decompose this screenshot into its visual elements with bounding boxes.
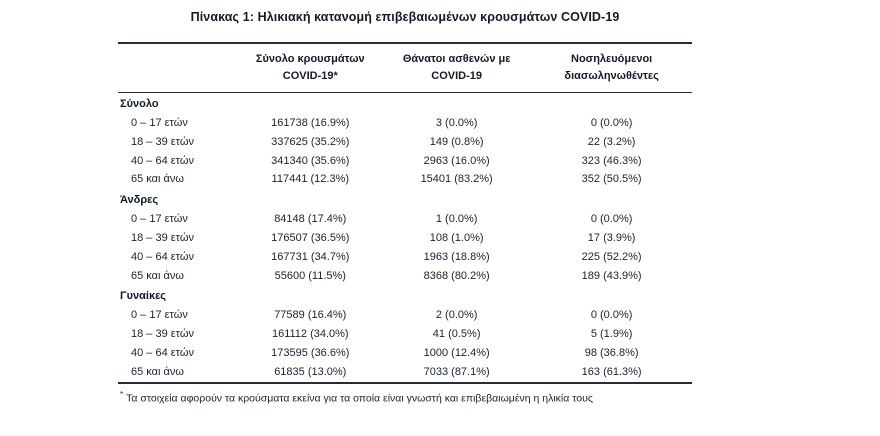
cases-value: 167731 (34.7%): [271, 250, 350, 263]
table-row: 65 και άνω 55600 (11.5%) 8368 (80.2%) 18…: [118, 267, 692, 286]
table-row: 40 – 64 ετών 173595 (36.6%) 1000 (12.4%)…: [118, 344, 692, 363]
age-group: 65 και άνω: [131, 365, 184, 378]
cases-value: 341340 (35.6%): [271, 154, 350, 167]
intubated-value: 0 (0.0%): [590, 213, 633, 226]
age-group: 18 – 39 ετών: [131, 135, 194, 148]
section-label: Γυναίκες: [120, 290, 167, 303]
table-row: 0 – 17 ετών 84148 (17.4%) 1 (0.0%) 0 (0.…: [118, 210, 692, 229]
deaths-value: 108 (1.0%): [429, 231, 484, 244]
cases-value: 84148 (17.4%): [274, 213, 347, 226]
deaths-value: 1963 (18.8%): [423, 250, 490, 263]
cases-value: 77589 (16.4%): [274, 309, 347, 322]
deaths-value: 149 (0.8%): [429, 135, 484, 148]
intubated-value: 22 (3.2%): [587, 135, 636, 148]
header-row: Σύνολο κρουσμάτων COVID-19* Θάνατοι ασθε…: [118, 43, 692, 93]
table-row: 65 και άνω 61835 (13.0%) 7033 (87.1%) 16…: [118, 363, 692, 383]
section-label: Άνδρες: [120, 194, 159, 207]
intubated-value: 5 (1.9%): [590, 328, 633, 341]
deaths-value: 1000 (12.4%): [423, 346, 490, 359]
intubated-value: 17 (3.9%): [587, 231, 636, 244]
deaths-value: 2963 (16.0%): [423, 154, 490, 167]
footnote-text: Τα στοιχεία αφορούν τα κρούσματα εκείνα …: [126, 392, 593, 405]
table-footnote: * Τα στοιχεία αφορούν τα κρούσματα εκείνα…: [118, 389, 692, 406]
age-group: 0 – 17 ετών: [131, 116, 188, 129]
cases-value: 173595 (36.6%): [271, 346, 350, 359]
table-row: 40 – 64 ετών 167731 (34.7%) 1963 (18.8%)…: [118, 248, 692, 267]
table-row: 65 και άνω 117441 (12.3%) 15401 (83.2%) …: [118, 170, 692, 189]
cases-value: 161738 (16.9%): [271, 116, 350, 129]
table-row: 0 – 17 ετών 77589 (16.4%) 2 (0.0%) 0 (0.…: [118, 306, 692, 325]
age-group: 18 – 39 ετών: [131, 231, 194, 244]
deaths-value: 15401 (83.2%): [420, 173, 493, 186]
report-page: Πίνακας 1: Ηλικιακή κατανομή επιβεβαιωμέ…: [118, 10, 692, 406]
section-label: Σύνολο: [120, 98, 159, 110]
footnote-marker: *: [120, 389, 124, 399]
header-cases: Σύνολο κρουσμάτων COVID-19*: [238, 43, 383, 93]
age-group: 65 και άνω: [131, 269, 184, 282]
section-men: Άνδρες: [118, 189, 692, 210]
deaths-value: 8368 (80.2%): [423, 269, 490, 282]
deaths-value: 3 (0.0%): [435, 116, 478, 129]
deaths-value: 7033 (87.1%): [423, 365, 490, 378]
section-total: Σύνολο: [118, 93, 692, 114]
table-row: 18 – 39 ετών 337625 (35.2%) 149 (0.8%) 2…: [118, 133, 692, 152]
table-row: 0 – 17 ετών 161738 (16.9%) 3 (0.0%) 0 (0…: [118, 114, 692, 133]
age-group: 65 και άνω: [131, 173, 184, 186]
age-group: 40 – 64 ετών: [131, 250, 194, 263]
intubated-value: 163 (61.3%): [581, 365, 642, 378]
intubated-value: 323 (46.3%): [581, 154, 642, 167]
age-group: 40 – 64 ετών: [131, 346, 194, 359]
intubated-value: 225 (52.2%): [581, 250, 642, 263]
table-title: Πίνακας 1: Ηλικιακή κατανομή επιβεβαιωμέ…: [190, 10, 620, 24]
covid-age-distribution-table: Σύνολο κρουσμάτων COVID-19* Θάνατοι ασθε…: [118, 42, 692, 384]
intubated-value: 98 (36.8%): [584, 346, 639, 359]
header-empty-cell: [118, 43, 239, 93]
age-group: 40 – 64 ετών: [131, 154, 194, 167]
cases-value: 55600 (11.5%): [274, 269, 346, 282]
section-women: Γυναίκες: [118, 285, 692, 306]
intubated-value: 0 (0.0%): [590, 309, 633, 322]
cases-value: 337625 (35.2%): [271, 135, 350, 148]
deaths-value: 1 (0.0%): [435, 213, 478, 226]
header-deaths: Θάνατοι ασθενών με COVID-19: [382, 43, 532, 93]
table-row: 18 – 39 ετών 176507 (36.5%) 108 (1.0%) 1…: [118, 229, 692, 248]
table-header: Σύνολο κρουσμάτων COVID-19* Θάνατοι ασθε…: [118, 43, 692, 93]
intubated-value: 0 (0.0%): [590, 116, 633, 129]
table-row: 18 – 39 ετών 161112 (34.0%) 41 (0.5%) 5 …: [118, 325, 692, 344]
table-row: 40 – 64 ετών 341340 (35.6%) 2963 (16.0%)…: [118, 152, 692, 171]
age-group: 18 – 39 ετών: [131, 328, 194, 341]
deaths-value: 2 (0.0%): [435, 309, 478, 322]
age-group: 0 – 17 ετών: [131, 309, 188, 322]
cases-value: 161112 (34.0%): [271, 328, 349, 341]
cases-value: 117441 (12.3%): [271, 173, 350, 186]
intubated-value: 189 (43.9%): [581, 269, 642, 282]
deaths-value: 41 (0.5%): [432, 328, 481, 341]
cases-value: 61835 (13.0%): [274, 365, 347, 378]
cases-value: 176507 (36.5%): [271, 231, 350, 244]
intubated-value: 352 (50.5%): [581, 173, 642, 186]
table-body: Σύνολο 0 – 17 ετών 161738 (16.9%) 3 (0.0…: [118, 93, 692, 383]
header-intubated: Νοσηλευόμενοι διασωληνωθέντες: [531, 43, 692, 93]
age-group: 0 – 17 ετών: [131, 213, 188, 226]
